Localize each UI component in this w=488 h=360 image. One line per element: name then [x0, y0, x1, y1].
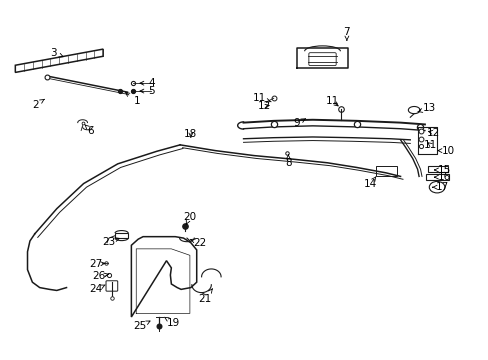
Text: 6: 6 — [84, 125, 94, 135]
Text: 13: 13 — [417, 103, 435, 113]
Text: 11: 11 — [325, 96, 338, 106]
Text: 14: 14 — [363, 176, 376, 189]
Text: 18: 18 — [184, 129, 197, 139]
Text: 12: 12 — [257, 102, 270, 112]
FancyBboxPatch shape — [106, 281, 118, 291]
Text: 2: 2 — [32, 99, 44, 110]
Text: 11: 11 — [252, 93, 271, 103]
Text: 27: 27 — [89, 259, 105, 269]
Polygon shape — [131, 237, 196, 317]
Text: 8: 8 — [285, 155, 291, 168]
Text: 21: 21 — [198, 289, 212, 304]
Text: 15: 15 — [434, 165, 450, 175]
Text: 11: 11 — [423, 140, 436, 150]
Text: 16: 16 — [434, 172, 450, 182]
Polygon shape — [115, 233, 128, 238]
Text: 1: 1 — [125, 93, 140, 106]
Text: 24: 24 — [89, 284, 105, 294]
Text: 10: 10 — [437, 145, 454, 156]
Polygon shape — [15, 49, 103, 72]
Text: 23: 23 — [102, 237, 119, 247]
Text: 26: 26 — [92, 271, 108, 281]
Text: 22: 22 — [190, 238, 206, 248]
Text: 17: 17 — [432, 182, 447, 192]
Text: 5: 5 — [140, 86, 155, 96]
Text: 20: 20 — [183, 212, 196, 224]
Text: 7: 7 — [343, 27, 349, 40]
Text: 12: 12 — [426, 128, 439, 138]
Text: 19: 19 — [164, 317, 180, 328]
Text: 4: 4 — [140, 78, 155, 88]
Text: 25: 25 — [133, 321, 150, 331]
Text: 9: 9 — [293, 118, 305, 128]
Text: 3: 3 — [50, 48, 63, 58]
